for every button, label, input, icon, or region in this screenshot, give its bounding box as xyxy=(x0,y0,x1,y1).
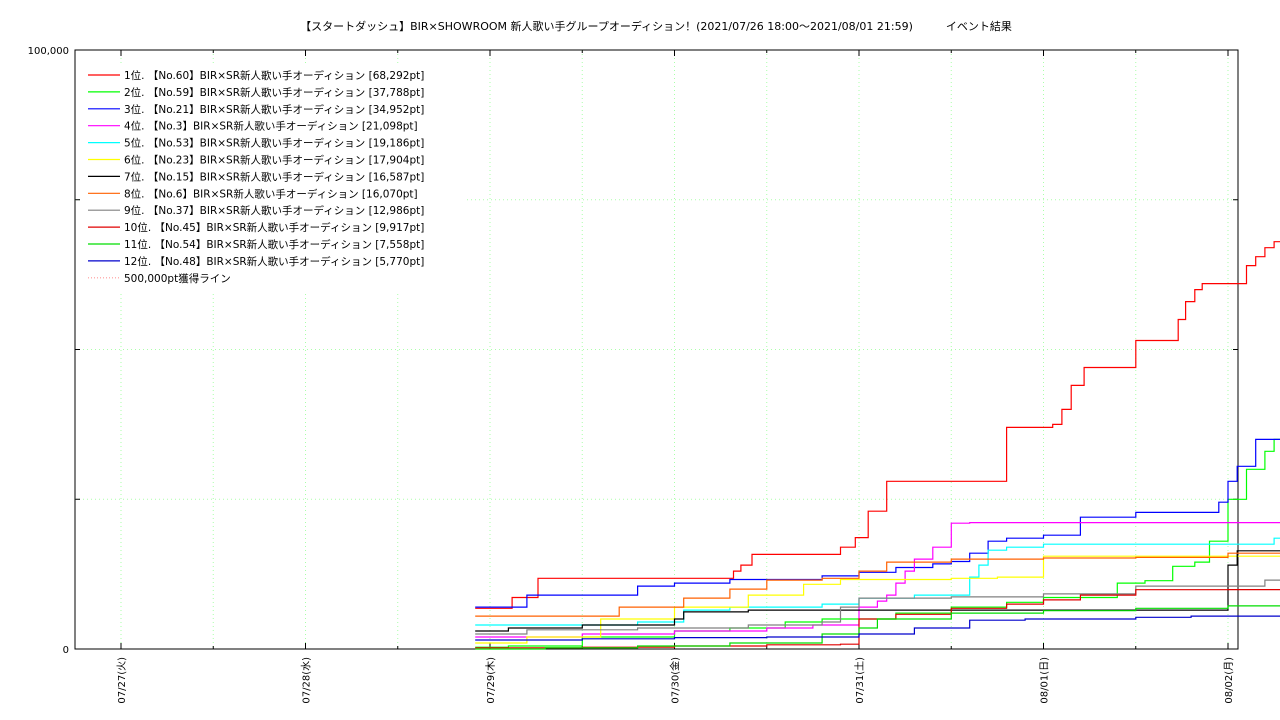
series-line-4 xyxy=(475,522,1280,638)
x-tick-label: 07/28(水) xyxy=(301,657,313,704)
y-tick-label: 0 xyxy=(63,645,69,656)
legend-label: 500,000pt獲得ライン xyxy=(124,272,231,285)
legend-label: 12位. 【No.48】BIR×SR新人歌い手オーディション [5,770pt] xyxy=(124,255,424,268)
legend-label: 4位. 【No.3】BIR×SR新人歌い手オーディション [21,098pt] xyxy=(124,120,418,133)
series-layer xyxy=(475,241,1280,650)
legend-label: 2位. 【No.59】BIR×SR新人歌い手オーディション [37,788pt] xyxy=(124,86,424,99)
series-line-9 xyxy=(475,579,1280,635)
legend-label: 8位. 【No.6】BIR×SR新人歌い手オーディション [16,070pt] xyxy=(124,187,418,200)
series-line-12 xyxy=(475,615,1280,641)
legend-label: 10位. 【No.45】BIR×SR新人歌い手オーディション [9,917pt] xyxy=(124,221,424,234)
y-tick-label: 100,000 xyxy=(28,46,69,57)
legend-background xyxy=(82,66,465,291)
x-tick-label: 07/30(金) xyxy=(669,657,682,704)
legend-label: 3位. 【No.21】BIR×SR新人歌い手オーディション [34,952pt] xyxy=(124,103,424,116)
x-tick-label: 07/27(火) xyxy=(116,657,128,704)
legend-label: 1位. 【No.60】BIR×SR新人歌い手オーディション [68,292pt] xyxy=(124,69,424,82)
series-line-5 xyxy=(475,537,1280,626)
legend-label: 6位. 【No.23】BIR×SR新人歌い手オーディション [17,904pt] xyxy=(124,154,424,167)
x-tick-label: 07/29(木) xyxy=(485,657,497,704)
series-line-8 xyxy=(475,552,1280,617)
series-line-3 xyxy=(475,438,1280,608)
x-tick-label: 08/01(日) xyxy=(1040,657,1051,704)
legend-label: 5位. 【No.53】BIR×SR新人歌い手オーディション [19,186pt] xyxy=(124,137,424,150)
chart-title: 【スタートダッシュ】BIR×SHOWROOM 新人歌い手グループオーディション！… xyxy=(300,19,1012,33)
legend: 1位. 【No.60】BIR×SR新人歌い手オーディション [68,292pt]… xyxy=(82,66,465,291)
legend-label: 7位. 【No.15】BIR×SR新人歌い手オーディション [16,587pt] xyxy=(124,170,424,183)
x-tick-label: 08/02(月) xyxy=(1223,657,1235,704)
legend-label: 9位. 【No.37】BIR×SR新人歌い手オーディション [12,986pt] xyxy=(124,204,424,217)
x-tick-label: 07/31(土) xyxy=(853,657,866,704)
series-line-2 xyxy=(475,438,1280,648)
series-line-1 xyxy=(475,241,1280,609)
legend-label: 11位. 【No.54】BIR×SR新人歌い手オーディション [7,558pt] xyxy=(124,238,424,251)
tick-layer: 0 100,000 07/27(火) 07/28(水) 07/29(木) 07/30(金)… xyxy=(28,46,1238,704)
series-line-7 xyxy=(475,550,1280,632)
series-line-11 xyxy=(475,605,1280,650)
series-line-6 xyxy=(475,555,1280,644)
